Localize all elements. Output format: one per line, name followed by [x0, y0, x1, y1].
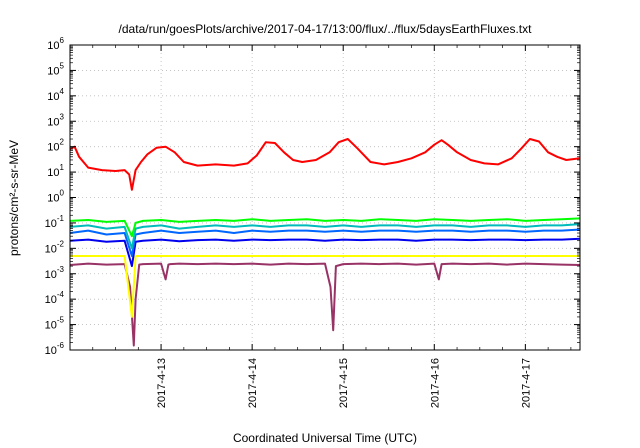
x-tick-label: 2017-4-17 [520, 358, 532, 408]
y-tick-label: 106 [47, 36, 64, 52]
x-axis: 2017-4-13 2017-4-14 2017-4-15 2017-4-16 2017… [92, 45, 572, 408]
data-series [69, 138, 581, 347]
series-line [69, 262, 581, 347]
y-tick-label: 101 [47, 163, 64, 179]
y-tick-label: 102 [47, 138, 64, 154]
y-tick-label: 10-4 [45, 290, 65, 306]
series-line [69, 217, 581, 238]
series-line [70, 255, 580, 318]
series-line [69, 138, 581, 191]
y-tick-label: 100 [47, 189, 64, 205]
y-tick-label: 10-1 [45, 214, 65, 230]
y-tick-label: 10-5 [45, 316, 65, 332]
x-tick-label: 2017-4-16 [429, 358, 441, 408]
chart-title: /data/run/goesPlots/archive/2017-04-17/1… [119, 22, 533, 36]
series-line [69, 228, 581, 257]
y-axis: 10-6 10-5 10-4 10-3 10-2 10-1 100 101 102 103 104 1… [45, 36, 580, 357]
y-axis-title: protons/cm²-s-sr-MeV [7, 140, 21, 256]
y-tick-label: 10-2 [45, 239, 65, 255]
x-tick-label: 2017-4-15 [338, 358, 350, 408]
grid-lines [70, 45, 580, 350]
x-axis-title: Coordinated Universal Time (UTC) [233, 431, 417, 445]
y-tick-label: 10-3 [45, 265, 65, 281]
x-tick-label: 2017-4-13 [156, 358, 168, 408]
y-tick-label: 105 [47, 61, 64, 77]
y-tick-label: 104 [47, 87, 64, 103]
y-tick-label: 103 [47, 112, 64, 128]
series-line [69, 223, 581, 250]
series-line [69, 237, 581, 268]
x-tick-label: 2017-4-14 [247, 358, 259, 408]
y-tick-label: 10-6 [45, 341, 65, 357]
